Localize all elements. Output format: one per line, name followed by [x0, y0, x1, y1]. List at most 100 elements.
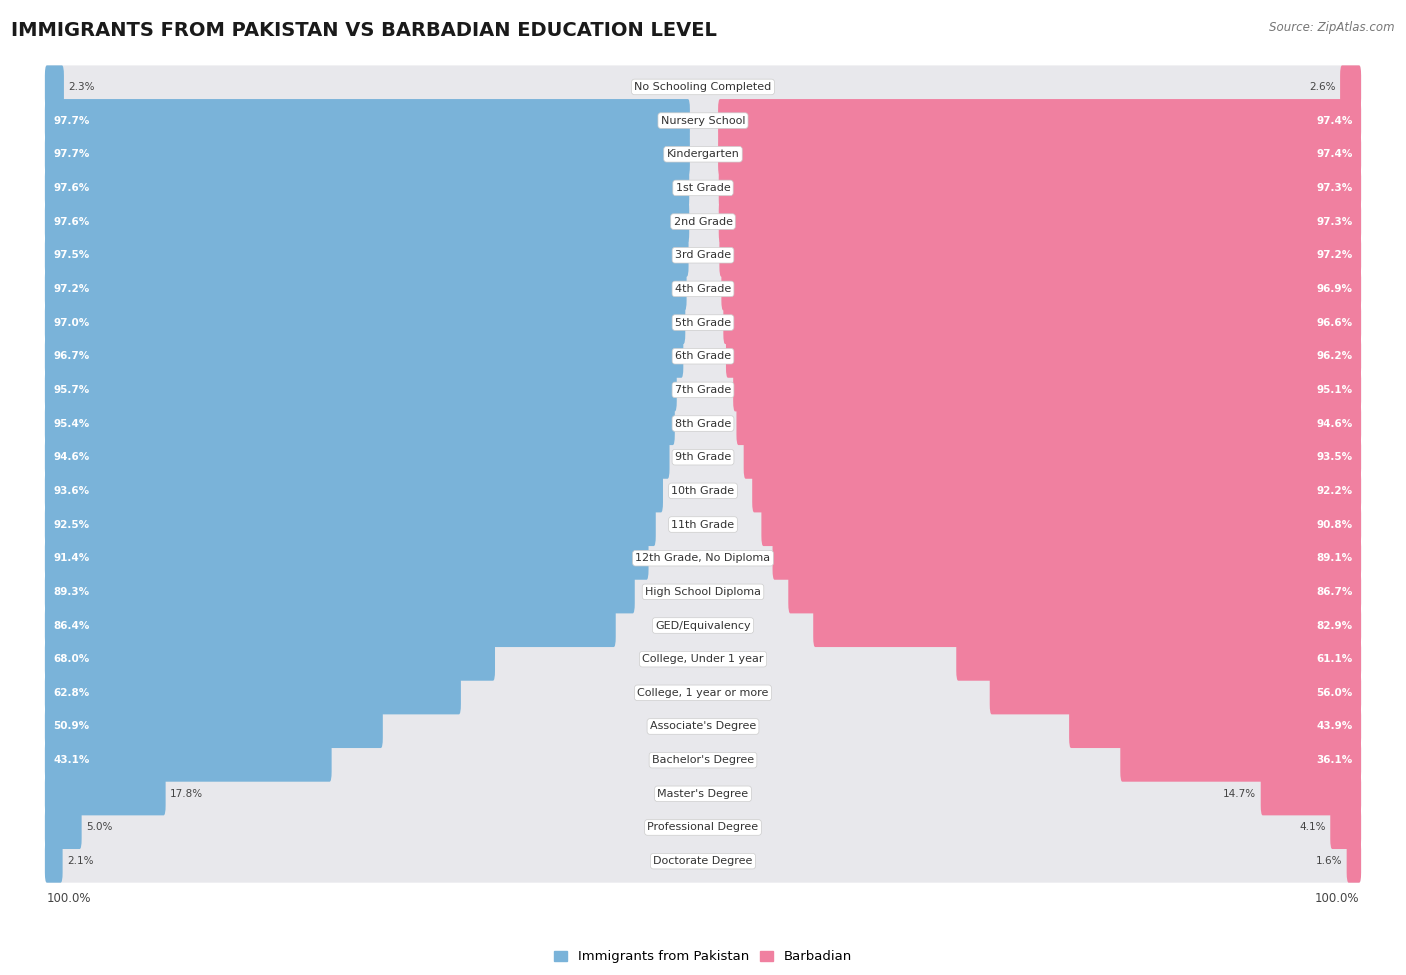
Text: High School Diploma: High School Diploma	[645, 587, 761, 597]
Text: 62.8%: 62.8%	[53, 687, 90, 698]
Text: 50.9%: 50.9%	[53, 722, 90, 731]
Text: Associate's Degree: Associate's Degree	[650, 722, 756, 731]
Text: 97.3%: 97.3%	[1316, 183, 1353, 193]
FancyBboxPatch shape	[1069, 705, 1361, 748]
FancyBboxPatch shape	[1261, 772, 1361, 815]
FancyBboxPatch shape	[45, 167, 689, 210]
Text: 97.6%: 97.6%	[53, 216, 90, 226]
FancyBboxPatch shape	[772, 536, 1361, 580]
Text: 43.9%: 43.9%	[1316, 722, 1353, 731]
Text: 97.5%: 97.5%	[53, 251, 90, 260]
FancyBboxPatch shape	[45, 267, 1361, 310]
Text: 2.3%: 2.3%	[69, 82, 96, 92]
FancyBboxPatch shape	[45, 772, 166, 815]
Text: 86.4%: 86.4%	[53, 620, 90, 631]
FancyBboxPatch shape	[45, 570, 1361, 613]
FancyBboxPatch shape	[45, 839, 63, 882]
FancyBboxPatch shape	[45, 705, 1361, 748]
FancyBboxPatch shape	[720, 234, 1361, 277]
FancyBboxPatch shape	[45, 570, 634, 613]
FancyBboxPatch shape	[45, 806, 1361, 849]
FancyBboxPatch shape	[45, 99, 1361, 142]
FancyBboxPatch shape	[45, 604, 1361, 647]
FancyBboxPatch shape	[45, 739, 332, 782]
FancyBboxPatch shape	[718, 167, 1361, 210]
FancyBboxPatch shape	[1330, 806, 1361, 849]
Text: 56.0%: 56.0%	[1316, 687, 1353, 698]
FancyBboxPatch shape	[721, 267, 1361, 310]
Text: 2.1%: 2.1%	[67, 856, 94, 866]
FancyBboxPatch shape	[45, 839, 1361, 882]
FancyBboxPatch shape	[45, 301, 1361, 344]
FancyBboxPatch shape	[956, 638, 1361, 681]
Text: 11th Grade: 11th Grade	[672, 520, 734, 529]
Text: 97.2%: 97.2%	[1316, 251, 1353, 260]
Text: Bachelor's Degree: Bachelor's Degree	[652, 756, 754, 765]
FancyBboxPatch shape	[725, 334, 1361, 377]
FancyBboxPatch shape	[45, 671, 461, 715]
Text: 68.0%: 68.0%	[53, 654, 90, 664]
Text: 6th Grade: 6th Grade	[675, 351, 731, 361]
Text: 43.1%: 43.1%	[53, 756, 90, 765]
Text: 95.4%: 95.4%	[53, 418, 90, 429]
Text: 12th Grade, No Diploma: 12th Grade, No Diploma	[636, 553, 770, 564]
FancyBboxPatch shape	[45, 65, 63, 108]
FancyBboxPatch shape	[45, 301, 685, 344]
Text: 5.0%: 5.0%	[86, 823, 112, 833]
FancyBboxPatch shape	[45, 167, 1361, 210]
FancyBboxPatch shape	[45, 638, 1361, 681]
FancyBboxPatch shape	[45, 772, 1361, 815]
FancyBboxPatch shape	[45, 503, 1361, 546]
Text: 97.0%: 97.0%	[53, 318, 90, 328]
Text: 97.3%: 97.3%	[1316, 216, 1353, 226]
FancyBboxPatch shape	[45, 536, 1361, 580]
Text: 96.2%: 96.2%	[1316, 351, 1353, 361]
Text: 9th Grade: 9th Grade	[675, 452, 731, 462]
Text: Kindergarten: Kindergarten	[666, 149, 740, 159]
FancyBboxPatch shape	[45, 402, 1361, 446]
Text: 1st Grade: 1st Grade	[676, 183, 730, 193]
Text: 82.9%: 82.9%	[1316, 620, 1353, 631]
Text: College, 1 year or more: College, 1 year or more	[637, 687, 769, 698]
FancyBboxPatch shape	[45, 267, 686, 310]
Text: 92.2%: 92.2%	[1316, 486, 1353, 496]
FancyBboxPatch shape	[1347, 839, 1361, 882]
Text: 2.6%: 2.6%	[1309, 82, 1336, 92]
Text: 3rd Grade: 3rd Grade	[675, 251, 731, 260]
Text: 86.7%: 86.7%	[1316, 587, 1353, 597]
FancyBboxPatch shape	[1121, 739, 1361, 782]
FancyBboxPatch shape	[45, 671, 1361, 715]
FancyBboxPatch shape	[45, 536, 648, 580]
Text: 5th Grade: 5th Grade	[675, 318, 731, 328]
FancyBboxPatch shape	[762, 503, 1361, 546]
FancyBboxPatch shape	[45, 99, 690, 142]
Text: 1.6%: 1.6%	[1316, 856, 1343, 866]
Text: 96.6%: 96.6%	[1316, 318, 1353, 328]
FancyBboxPatch shape	[45, 65, 1361, 108]
Text: 91.4%: 91.4%	[53, 553, 90, 564]
Text: No Schooling Completed: No Schooling Completed	[634, 82, 772, 92]
Text: 10th Grade: 10th Grade	[672, 486, 734, 496]
Text: 89.3%: 89.3%	[53, 587, 90, 597]
Text: IMMIGRANTS FROM PAKISTAN VS BARBADIAN EDUCATION LEVEL: IMMIGRANTS FROM PAKISTAN VS BARBADIAN ED…	[11, 21, 717, 40]
FancyBboxPatch shape	[45, 334, 683, 377]
FancyBboxPatch shape	[718, 133, 1361, 176]
Text: 89.1%: 89.1%	[1316, 553, 1353, 564]
Text: 4.1%: 4.1%	[1299, 823, 1326, 833]
Text: College, Under 1 year: College, Under 1 year	[643, 654, 763, 664]
FancyBboxPatch shape	[45, 133, 690, 176]
Text: 97.7%: 97.7%	[53, 116, 90, 126]
FancyBboxPatch shape	[45, 369, 1361, 411]
Text: 97.4%: 97.4%	[1316, 116, 1353, 126]
FancyBboxPatch shape	[718, 99, 1361, 142]
Text: Professional Degree: Professional Degree	[647, 823, 759, 833]
FancyBboxPatch shape	[733, 369, 1361, 411]
Text: 95.1%: 95.1%	[1316, 385, 1353, 395]
FancyBboxPatch shape	[752, 469, 1361, 513]
Text: 2nd Grade: 2nd Grade	[673, 216, 733, 226]
Text: 97.6%: 97.6%	[53, 183, 90, 193]
FancyBboxPatch shape	[45, 436, 1361, 479]
FancyBboxPatch shape	[723, 301, 1361, 344]
Text: 94.6%: 94.6%	[53, 452, 90, 462]
Text: 96.9%: 96.9%	[1316, 284, 1353, 293]
